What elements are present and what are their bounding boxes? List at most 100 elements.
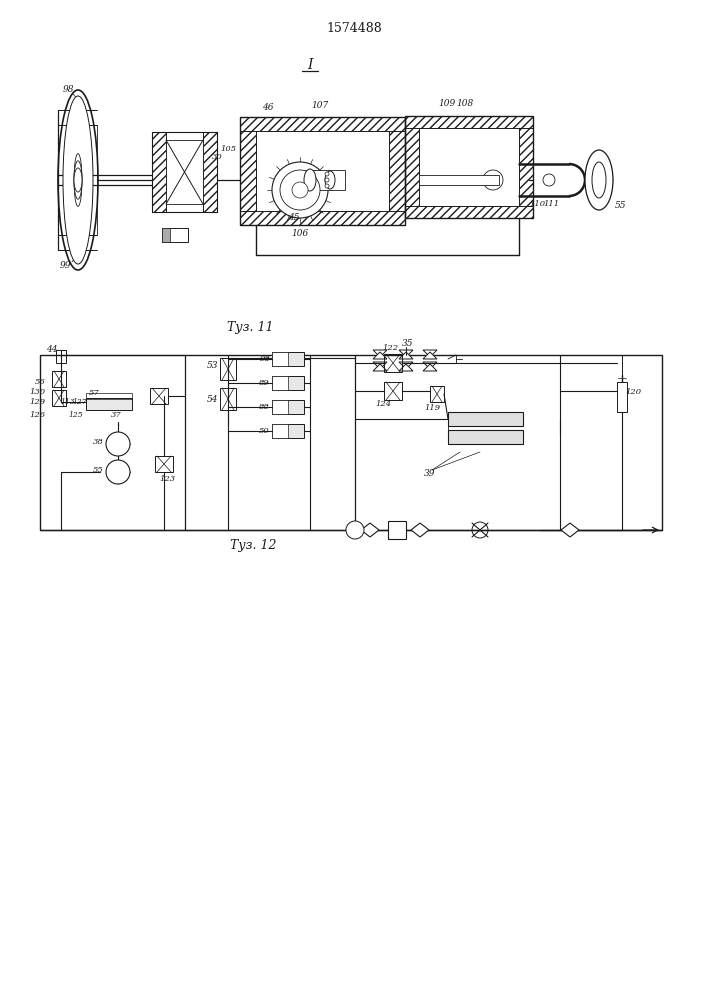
Bar (519, 116, 533, 218)
Polygon shape (373, 350, 387, 357)
Bar (240, 117, 405, 131)
Polygon shape (399, 350, 413, 357)
Polygon shape (423, 350, 437, 357)
Bar (240, 117, 256, 225)
Text: 98: 98 (62, 86, 74, 95)
Text: 39: 39 (424, 468, 436, 478)
Text: 98: 98 (259, 355, 270, 363)
Circle shape (280, 170, 320, 210)
Bar (405, 116, 419, 218)
Text: 124: 124 (375, 400, 391, 408)
Text: 111: 111 (543, 200, 559, 208)
Text: I: I (308, 58, 312, 72)
Bar (86, 393, 132, 399)
Bar (155, 456, 173, 472)
Bar (240, 211, 405, 225)
Text: 127: 127 (73, 398, 87, 406)
Circle shape (106, 460, 130, 484)
Circle shape (292, 182, 308, 198)
Circle shape (325, 178, 329, 182)
Polygon shape (423, 352, 437, 359)
Text: Τуз. 12: Τуз. 12 (230, 538, 276, 552)
Polygon shape (399, 352, 413, 359)
Text: 129: 129 (30, 398, 46, 406)
Circle shape (325, 172, 329, 176)
Polygon shape (373, 364, 387, 371)
Bar (272, 400, 304, 414)
Circle shape (346, 521, 364, 539)
Ellipse shape (304, 169, 316, 191)
Text: 110: 110 (529, 200, 545, 208)
Bar (305, 170, 345, 190)
Bar (162, 228, 170, 242)
Text: 126: 126 (30, 411, 46, 419)
Text: 113: 113 (61, 398, 76, 406)
Bar (272, 352, 304, 366)
Text: 50: 50 (259, 427, 270, 435)
Text: 99: 99 (59, 260, 71, 269)
Bar (389, 117, 405, 225)
Text: 37: 37 (110, 411, 122, 419)
Bar (240, 117, 405, 225)
Bar (272, 400, 288, 414)
Polygon shape (373, 362, 387, 369)
Text: 89: 89 (259, 379, 270, 387)
Polygon shape (373, 352, 387, 359)
Bar (405, 206, 533, 218)
Bar (272, 376, 304, 390)
Polygon shape (399, 364, 413, 371)
Bar (152, 132, 217, 212)
Bar (448, 412, 523, 426)
Bar (272, 424, 288, 438)
Bar (56, 350, 66, 363)
Polygon shape (399, 362, 413, 369)
Text: 125: 125 (69, 411, 83, 419)
Text: 130: 130 (30, 388, 46, 396)
Ellipse shape (74, 168, 82, 192)
Bar (272, 376, 288, 390)
Text: 45: 45 (288, 213, 300, 222)
Polygon shape (423, 364, 437, 371)
Ellipse shape (592, 162, 606, 198)
Bar (150, 388, 168, 404)
Bar (430, 386, 444, 402)
Text: 56: 56 (35, 378, 46, 386)
Circle shape (272, 162, 328, 218)
Bar (40, 355, 662, 530)
Text: 120: 120 (625, 388, 641, 396)
Text: 109: 109 (438, 100, 455, 108)
Text: 106: 106 (291, 229, 309, 237)
Polygon shape (361, 523, 379, 537)
Bar (272, 424, 304, 438)
Bar (448, 430, 523, 444)
Ellipse shape (74, 161, 82, 199)
Text: 88: 88 (259, 403, 270, 411)
Text: 38: 38 (93, 438, 104, 446)
Text: 105: 105 (220, 145, 236, 153)
Bar (220, 388, 236, 410)
Ellipse shape (58, 90, 98, 270)
Text: 55: 55 (93, 466, 104, 474)
Text: Τуз. 11: Τуз. 11 (227, 322, 273, 334)
Bar (617, 382, 627, 412)
Text: 108: 108 (457, 100, 474, 108)
Text: 55: 55 (615, 202, 626, 211)
Text: 54: 54 (206, 395, 218, 404)
Text: 123: 123 (159, 475, 175, 483)
Text: 122: 122 (382, 344, 398, 352)
Text: 44: 44 (46, 344, 58, 354)
Bar (52, 371, 66, 387)
Text: p: p (353, 526, 357, 534)
Text: 35: 35 (402, 338, 414, 348)
Polygon shape (423, 362, 437, 369)
Circle shape (543, 174, 555, 186)
Circle shape (483, 170, 503, 190)
Circle shape (325, 184, 329, 188)
Bar (203, 132, 217, 212)
Ellipse shape (63, 96, 93, 264)
Bar (162, 228, 188, 242)
Ellipse shape (325, 171, 335, 189)
Ellipse shape (585, 150, 613, 210)
Text: 53: 53 (206, 361, 218, 370)
Ellipse shape (74, 154, 82, 206)
